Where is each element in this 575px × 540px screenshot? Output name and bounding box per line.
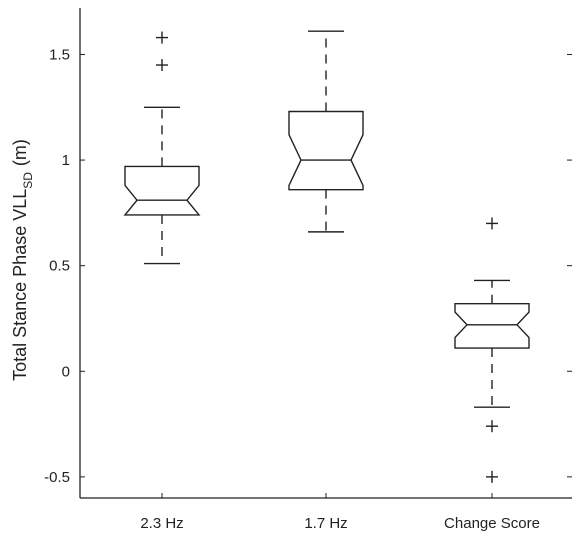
y-tick-label: 1: [62, 152, 70, 169]
y-axis-label-subscript: SD: [21, 172, 35, 189]
box: [123, 165, 201, 216]
x-tick-label: 2.3 Hz: [140, 515, 183, 532]
outlier-marker: [486, 470, 498, 483]
boxes-layer: [123, 30, 530, 483]
outlier-marker: [156, 59, 168, 72]
box-group: [288, 30, 364, 233]
y-axis-label-main: Total Stance Phase VLL: [10, 189, 30, 381]
y-axis-label-unit: (m): [10, 139, 30, 166]
box: [454, 302, 530, 349]
y-axis-label: Total Stance Phase VLLSD (m): [10, 139, 35, 381]
x-tick-label: 1.7 Hz: [304, 515, 347, 532]
y-tick-label: 0: [62, 363, 70, 380]
y-tick-label: -0.5: [44, 469, 70, 486]
y-tick-label: 1.5: [49, 46, 70, 63]
outlier-marker: [486, 217, 498, 230]
x-tick-label: Change Score: [444, 515, 540, 532]
outlier-marker: [486, 420, 498, 433]
box: [288, 110, 364, 191]
ticks-layer: -0.5 0 0.5 1 1.5 2.3 Hz 1.7 Hz Change Score: [44, 46, 572, 532]
outlier-marker: [156, 31, 168, 44]
y-tick-label: 0.5: [49, 258, 70, 275]
box-group: [123, 31, 201, 265]
box-group: [454, 217, 530, 483]
axes: [79, 8, 572, 499]
